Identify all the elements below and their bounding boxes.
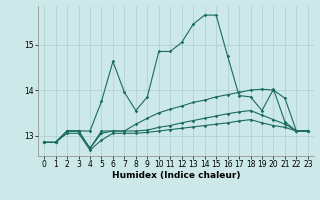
X-axis label: Humidex (Indice chaleur): Humidex (Indice chaleur) [112,171,240,180]
